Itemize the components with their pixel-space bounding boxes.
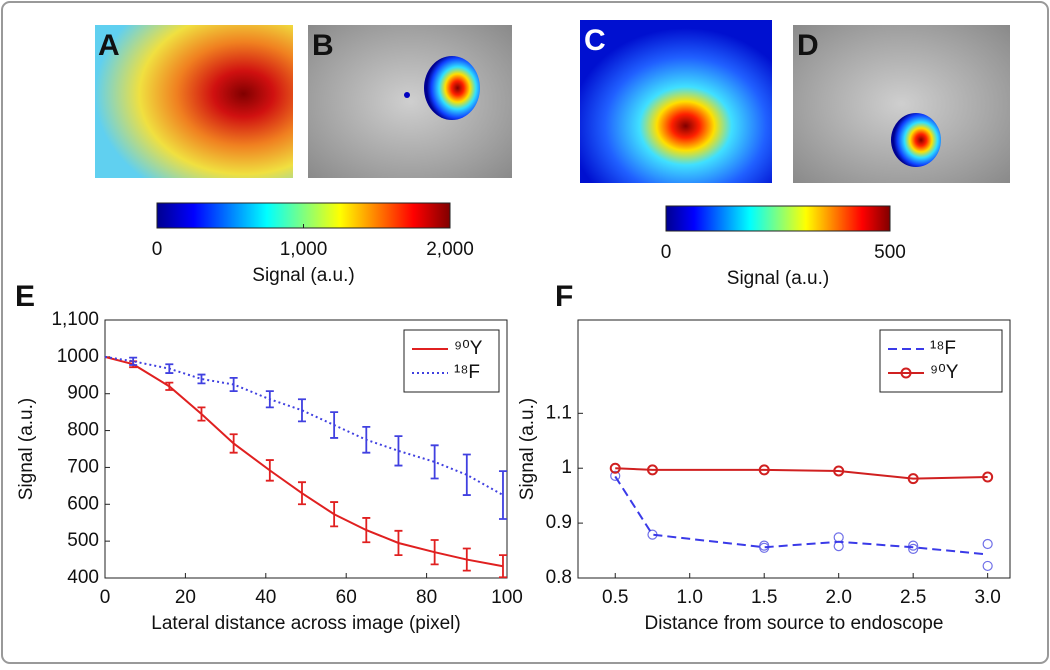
panel-label: B xyxy=(312,29,334,62)
colorbar-label: Signal (a.u.) xyxy=(727,268,829,289)
error-bar xyxy=(362,517,371,544)
scatter-point xyxy=(908,540,919,551)
marker xyxy=(609,462,621,474)
panel-label: C xyxy=(584,24,606,57)
y-tick-label: 0.8 xyxy=(546,567,572,588)
error-bar xyxy=(330,501,339,528)
marker xyxy=(833,465,845,477)
error-bar xyxy=(430,539,439,566)
series-line xyxy=(614,475,988,556)
y-axis-label: Signal (a.u.) xyxy=(517,398,538,500)
scatter-point xyxy=(982,560,993,572)
scatter-point xyxy=(982,538,993,550)
x-tick-label: 20 xyxy=(175,587,196,608)
colorbar-tick-label: 0 xyxy=(152,239,163,260)
colorbar-tick-label: 1,000 xyxy=(280,239,328,260)
legend-marker xyxy=(900,367,912,379)
legend xyxy=(879,329,1003,393)
error-bar xyxy=(265,459,274,482)
error-bar xyxy=(330,411,339,439)
error-bar xyxy=(297,398,306,423)
x-tick-label: 2.5 xyxy=(900,587,926,608)
image-b-spot xyxy=(424,56,480,120)
error-bar xyxy=(394,435,403,467)
marker xyxy=(758,464,770,476)
error-bar xyxy=(197,373,206,385)
x-tick-label: 60 xyxy=(336,587,357,608)
marker xyxy=(982,471,994,483)
panel-label: D xyxy=(797,29,819,62)
colorbar-tick-label: 500 xyxy=(874,242,906,263)
y-tick-label: 1000 xyxy=(57,346,99,367)
x-tick-label: 100 xyxy=(491,587,523,608)
panel-label: F xyxy=(555,280,573,313)
error-bar xyxy=(498,554,507,579)
x-tick-label: 0 xyxy=(100,587,111,608)
legend-label: ¹⁸F xyxy=(930,338,956,359)
colorbar xyxy=(665,205,891,232)
y-tick-label: 1 xyxy=(561,457,572,478)
legend-label: ¹⁸F xyxy=(454,362,480,383)
panel-label: A xyxy=(98,29,120,62)
error-bar xyxy=(462,547,471,572)
legend xyxy=(403,329,500,393)
error-bar xyxy=(498,470,507,520)
error-bar xyxy=(229,433,238,454)
image-a xyxy=(95,25,293,178)
marker xyxy=(907,473,919,485)
x-tick-label: 2.0 xyxy=(825,587,851,608)
marker xyxy=(646,464,658,476)
y-tick-label: 400 xyxy=(67,567,99,588)
y-tick-label: 1,100 xyxy=(51,309,99,330)
y-tick-label: 600 xyxy=(67,493,99,514)
x-tick-label: 0.5 xyxy=(602,587,628,608)
y-axis-label: Signal (a.u.) xyxy=(16,398,37,500)
error-bar xyxy=(362,425,371,454)
x-tick-label: 1.0 xyxy=(677,587,703,608)
colorbar-label: Signal (a.u.) xyxy=(252,265,354,286)
x-tick-label: 1.5 xyxy=(751,587,777,608)
x-tick-label: 40 xyxy=(255,587,276,608)
y-tick-label: 900 xyxy=(67,383,99,404)
x-tick-label: 3.0 xyxy=(974,587,1000,608)
image-b xyxy=(308,25,512,178)
x-tick-label: 80 xyxy=(416,587,437,608)
error-bar xyxy=(394,529,403,557)
colorbar-tick-label: 2,000 xyxy=(426,239,474,260)
colorbar xyxy=(156,202,451,229)
series-line xyxy=(615,467,988,480)
image-b-dot xyxy=(404,92,410,98)
y-tick-label: 1.1 xyxy=(546,402,572,423)
legend-label: ⁹⁰Y xyxy=(930,362,959,383)
error-bar xyxy=(197,406,206,422)
error-bar xyxy=(430,444,439,480)
scatter-point xyxy=(908,543,919,555)
x-axis-label: Distance from source to endoscope xyxy=(645,613,944,634)
error-bar xyxy=(462,453,471,496)
image-d-spot xyxy=(891,113,941,167)
y-tick-label: 500 xyxy=(67,530,99,551)
error-bar xyxy=(129,356,138,366)
y-tick-label: 800 xyxy=(67,420,99,441)
error-bar xyxy=(229,376,238,393)
panel-label: E xyxy=(15,280,35,313)
error-bar xyxy=(165,363,174,374)
x-axis-label: Lateral distance across image (pixel) xyxy=(151,613,460,634)
error-bar xyxy=(165,381,174,391)
y-tick-label: 700 xyxy=(67,456,99,477)
error-bar xyxy=(265,390,274,409)
image-c xyxy=(580,20,772,183)
y-tick-label: 0.9 xyxy=(546,512,572,533)
legend-label: ⁹⁰Y xyxy=(454,338,483,359)
colorbar-tick-label: 0 xyxy=(661,242,672,263)
scatter-point xyxy=(610,470,621,481)
error-bar xyxy=(297,481,306,506)
